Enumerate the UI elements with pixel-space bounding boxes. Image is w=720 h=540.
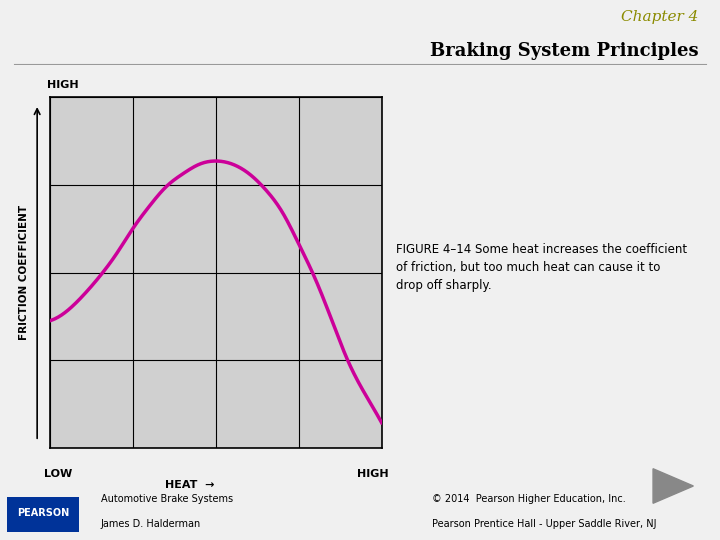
Text: HIGH: HIGH: [47, 80, 78, 90]
Text: Pearson Prentice Hall - Upper Saddle River, NJ: Pearson Prentice Hall - Upper Saddle Riv…: [432, 519, 657, 529]
Bar: [7, 497, 79, 532]
Text: HIGH: HIGH: [356, 469, 388, 480]
Text: HEAT  →: HEAT →: [165, 480, 215, 490]
Text: FIGURE 4–14 Some heat increases the coefficient
of friction, but too much heat c: FIGURE 4–14 Some heat increases the coef…: [396, 243, 687, 292]
Text: © 2014  Pearson Higher Education, Inc.: © 2014 Pearson Higher Education, Inc.: [432, 495, 626, 504]
Text: LOW: LOW: [44, 469, 72, 480]
Text: PEARSON: PEARSON: [17, 508, 69, 518]
Text: James D. Halderman: James D. Halderman: [101, 519, 201, 529]
Text: Braking System Principles: Braking System Principles: [430, 42, 698, 60]
Text: Automotive Brake Systems: Automotive Brake Systems: [101, 495, 233, 504]
Text: FRICTION COEFFICIENT: FRICTION COEFFICIENT: [19, 205, 29, 340]
Polygon shape: [653, 469, 693, 503]
Text: Chapter 4: Chapter 4: [621, 10, 698, 24]
